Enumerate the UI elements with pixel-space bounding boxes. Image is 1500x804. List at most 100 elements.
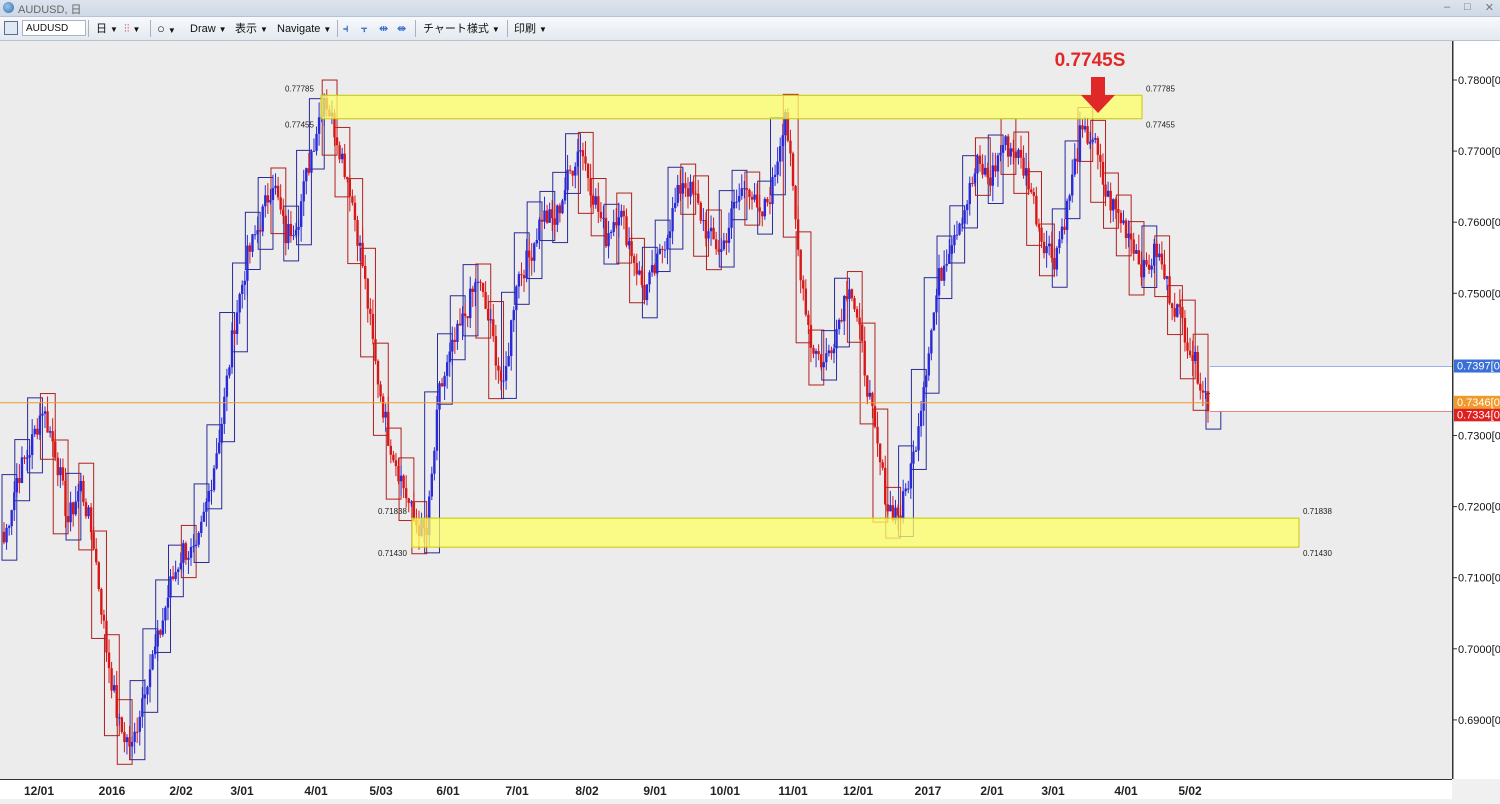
timeframe-dropdown[interactable]: 日 ▼ [96, 23, 118, 35]
candle-body [361, 242, 364, 267]
candle-body [100, 589, 103, 615]
zone-box [320, 94, 1143, 120]
scroll-right-icon[interactable]: ⇼ [397, 23, 407, 35]
candle-body [69, 502, 72, 523]
candle-body [1178, 304, 1182, 307]
close-button[interactable]: ✕ [1484, 2, 1494, 14]
candle-body [676, 185, 679, 203]
price-tag-label: 0.7397[0 [1457, 361, 1500, 373]
chart-type-icon[interactable]: ⫶⫶ ▼ [124, 23, 141, 35]
draw-menu[interactable]: Draw ▼ [190, 23, 227, 35]
candle-body [1155, 243, 1158, 258]
candle-body [586, 163, 590, 179]
candle-body [389, 445, 393, 455]
candle-body [246, 245, 249, 281]
candle-body [215, 453, 218, 469]
candle-body [515, 286, 518, 311]
chart-style-menu[interactable]: チャート様式 ▼ [423, 23, 500, 35]
candle-body [730, 208, 733, 228]
candle-body [791, 153, 795, 186]
candle-body [189, 546, 193, 558]
candle-body [817, 351, 820, 355]
candle-body [115, 685, 118, 718]
candle-body [568, 169, 572, 171]
scroll-left-icon[interactable]: ⇹ [379, 23, 389, 35]
candle-body [999, 152, 1002, 156]
candle-body [745, 188, 749, 190]
candle-body [1045, 246, 1048, 254]
annotation-arrow-shaft [1091, 77, 1105, 95]
candle-body [894, 507, 897, 521]
weekly-range-box [232, 262, 248, 353]
zone-box [411, 517, 1300, 548]
candle-body [148, 669, 152, 688]
zone-bottom-label-right: 0.77455 [1146, 121, 1175, 130]
candle-body [399, 475, 403, 482]
candle-body [89, 507, 93, 533]
candle-body [976, 155, 979, 174]
candle-body [750, 196, 754, 200]
weekly-range-box [693, 175, 709, 257]
candle-body [899, 515, 902, 519]
candle-body [525, 250, 528, 279]
candle-body [120, 717, 124, 733]
candle-body [622, 210, 626, 217]
print-menu[interactable]: 印刷 ▼ [514, 23, 547, 35]
candle-body [1158, 253, 1161, 258]
weekly-range-box [910, 368, 927, 470]
candle-body [220, 423, 223, 443]
candle-body [1081, 125, 1084, 130]
candle-body [445, 362, 449, 376]
candlesticks [2, 89, 1210, 761]
price-axis[interactable]: 0.7800[0 0.7700[0 0.7600[0 0.7500[0 0.7300[0… [1452, 41, 1500, 779]
time-axis-svg: 12/01 2016 2/02 3/01 4/01 5/03 6/01 7/01 8/02 9/0… [24, 784, 1202, 798]
candle-body [466, 316, 469, 319]
candle-body [540, 219, 544, 222]
candle-body [243, 280, 246, 285]
zoom-in-icon[interactable]: ⫞ [343, 23, 349, 35]
candle-body [830, 350, 833, 354]
price-chart[interactable]: 0.77785 0.77455 0.77785 0.77455 0.71838 0.714… [0, 41, 1452, 779]
candle-body [381, 396, 385, 418]
maximize-button[interactable]: □ [1464, 1, 1471, 13]
candle-body [428, 496, 431, 536]
candle-body [258, 230, 262, 232]
candle-body [1055, 247, 1059, 270]
candle-body [284, 215, 287, 244]
price-tick-label: 0.7600[0 [1458, 217, 1500, 229]
candle-body [410, 502, 413, 504]
candle-body [599, 211, 603, 219]
candle-body [374, 339, 377, 361]
candle-body [510, 320, 513, 356]
candle-body [1068, 195, 1071, 201]
candle-body [307, 168, 311, 173]
circle-tool-icon[interactable]: ○ ▼ [157, 21, 176, 36]
candle-body [276, 185, 280, 198]
minimize-button[interactable]: – [1444, 1, 1451, 13]
candle-body [87, 507, 90, 517]
candle-body [558, 205, 562, 214]
chart-plot-area[interactable]: 0.77785 0.77455 0.77785 0.77455 0.71838 0.714… [0, 41, 1452, 779]
annotation-arrow-head [1081, 95, 1115, 113]
candle-body [901, 491, 905, 519]
candle-body [217, 442, 221, 454]
candle-body [776, 161, 779, 175]
candle-body [1165, 276, 1169, 279]
chart-window-icon[interactable] [4, 21, 18, 35]
candle-body [197, 532, 200, 545]
annotation-label: 0.7745S [1055, 50, 1126, 71]
symbol-selector[interactable]: AUDUSD [22, 20, 86, 36]
navigate-menu[interactable]: Navigate ▼ [277, 23, 332, 35]
candle-body [205, 501, 208, 512]
display-menu[interactable]: 表示 ▼ [235, 23, 268, 35]
candle-body [963, 210, 966, 224]
candle-body [397, 465, 400, 482]
candle-body [1001, 144, 1005, 153]
zoom-out-icon[interactable]: ⫟ [361, 23, 368, 35]
time-axis[interactable]: 12/01 2016 2/02 3/01 4/01 5/03 6/01 7/01 8/02 9/0… [0, 779, 1452, 799]
candle-body [156, 630, 159, 647]
candle-body [645, 284, 649, 301]
candle-body [635, 263, 638, 275]
weekly-range-box [1154, 235, 1171, 298]
candle-body [973, 173, 977, 184]
